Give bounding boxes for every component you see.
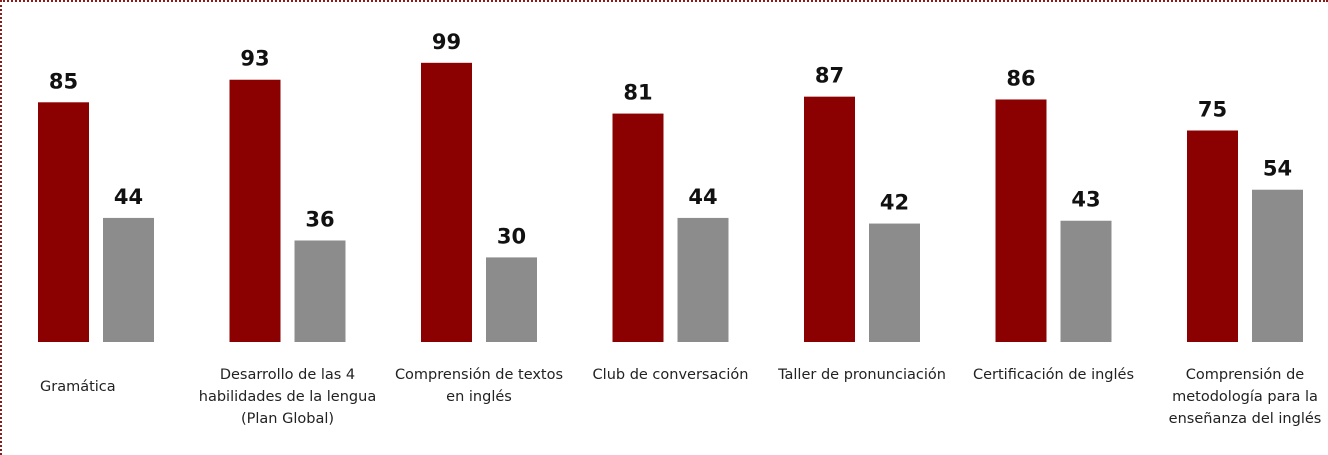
bar (677, 217, 729, 342)
bar (486, 257, 537, 342)
value-label: 44 (688, 185, 717, 209)
bar (1252, 189, 1303, 342)
value-label: 93 (240, 47, 269, 71)
value-label: 43 (1071, 188, 1100, 212)
category-label: Gramática (40, 379, 116, 395)
value-label: 36 (305, 207, 334, 231)
bar (995, 99, 1047, 342)
value-label: 44 (114, 185, 143, 209)
value-label: 85 (49, 69, 78, 93)
bar (1060, 220, 1112, 342)
bar (421, 62, 472, 342)
bar (1187, 130, 1238, 342)
value-label: 42 (880, 191, 909, 215)
bar (229, 79, 281, 343)
value-label: 86 (1006, 66, 1035, 90)
value-label: 81 (623, 81, 652, 105)
bar (804, 96, 855, 342)
value-label: 30 (497, 224, 526, 248)
category-label: Taller de pronunciación (778, 367, 946, 383)
category-label: Desarrollo de las 4 habilidades de la le… (198, 367, 377, 427)
bar (612, 113, 664, 342)
bar (869, 223, 920, 342)
bar (103, 217, 154, 342)
bar (38, 102, 89, 342)
category-label: Comprensión de metodología para la enseñ… (1168, 367, 1322, 427)
category-label: Certificación de inglés (972, 367, 1135, 383)
bar (294, 240, 346, 342)
value-label: 99 (432, 30, 461, 54)
category-label: Comprensión de textos en inglés (394, 367, 564, 405)
value-label: 54 (1263, 157, 1292, 181)
value-label: 87 (815, 64, 844, 88)
category-label: Club de conversación (592, 367, 749, 383)
value-label: 75 (1198, 98, 1227, 122)
